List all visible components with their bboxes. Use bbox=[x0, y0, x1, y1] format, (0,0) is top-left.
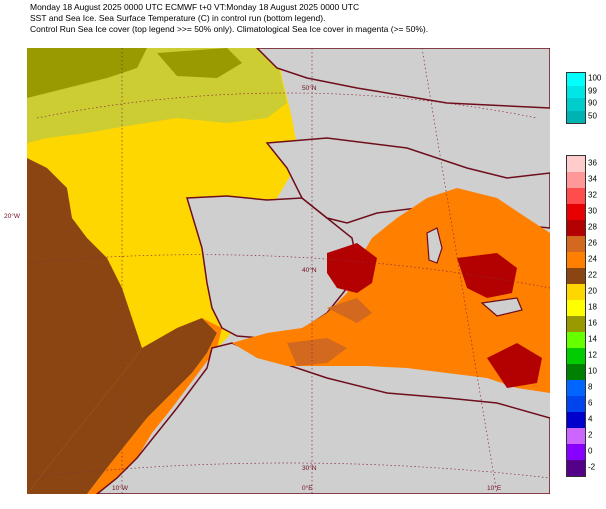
alboran-brown-patch bbox=[327, 298, 372, 323]
lat-label-50n: 50°N bbox=[302, 84, 317, 92]
sst-legend-tick: 2 bbox=[588, 430, 593, 440]
sst-legend-tick: 28 bbox=[588, 222, 597, 232]
mediterranean-brown-patch bbox=[287, 338, 347, 366]
sst-legend-color-14 bbox=[567, 380, 585, 396]
sst-legend-tick: 8 bbox=[588, 382, 593, 392]
sst-map-svg: 50°N 40°N 30°N 10°W 0°E 10°E bbox=[27, 48, 550, 494]
sst-legend-color-0 bbox=[567, 156, 585, 172]
sst-legend-tick: 26 bbox=[588, 238, 597, 248]
sst-legend-tick: 34 bbox=[588, 174, 597, 184]
map-subtitle-ice: Control Run Sea Ice cover (top legend >>… bbox=[30, 24, 429, 34]
lon-label-0e: 0°E bbox=[302, 484, 313, 492]
sst-legend-color-17 bbox=[567, 428, 585, 444]
sst-legend-color-9 bbox=[567, 300, 585, 316]
sst-legend-color-7 bbox=[567, 268, 585, 284]
sst-legend-color-4 bbox=[567, 220, 585, 236]
graticule bbox=[27, 48, 550, 494]
sst-legend-color-11 bbox=[567, 332, 585, 348]
ice-legend-tick: 90 bbox=[588, 98, 597, 108]
mediterranean-red-patch-2 bbox=[457, 253, 517, 298]
biscay-olive-patch bbox=[187, 128, 287, 188]
sst-legend-color-6 bbox=[567, 252, 585, 268]
sst-legend-tick: 36 bbox=[588, 158, 597, 168]
sst-legend-tick: 14 bbox=[588, 334, 597, 344]
ice-legend-color-3 bbox=[567, 110, 585, 123]
sst-legend-color-5 bbox=[567, 236, 585, 252]
lat-label-20w: 20°W bbox=[4, 213, 20, 220]
atlantic-brown-zone bbox=[27, 158, 142, 494]
mediterranean-red-patch-1 bbox=[327, 243, 377, 293]
sst-legend bbox=[566, 155, 586, 477]
sst-legend-color-19 bbox=[567, 460, 585, 476]
sst-legend-color-3 bbox=[567, 204, 585, 220]
england-land bbox=[255, 48, 550, 109]
parallel-50n bbox=[36, 92, 538, 119]
sst-legend-tick: 18 bbox=[588, 302, 597, 312]
sst-legend-tick: 16 bbox=[588, 318, 597, 328]
sst-legend-tick: -2 bbox=[588, 462, 596, 472]
africa-land bbox=[95, 342, 550, 494]
map-subtitle-sst: SST and Sea Ice. Sea Surface Temperature… bbox=[30, 13, 326, 23]
sst-legend-color-18 bbox=[567, 444, 585, 460]
parallel-40n bbox=[27, 254, 550, 289]
sst-legend-tick: 6 bbox=[588, 398, 593, 408]
mediterranean-red-patch-3 bbox=[487, 343, 542, 388]
sardinia-land bbox=[426, 227, 443, 264]
lat-label-40n: 40°N bbox=[302, 266, 317, 274]
ice-legend-tick: 100 bbox=[588, 73, 602, 83]
sst-legend-tick: 30 bbox=[588, 206, 597, 216]
sst-legend-color-13 bbox=[567, 364, 585, 380]
sicily-land bbox=[480, 297, 523, 317]
lon-label-10w: 10°W bbox=[112, 484, 129, 492]
ice-legend bbox=[566, 72, 586, 124]
sst-legend-tick: 10 bbox=[588, 366, 597, 376]
ice-legend-tick: 50 bbox=[588, 111, 597, 121]
canary-brown-zone bbox=[27, 318, 217, 494]
sst-legend-tick: 32 bbox=[588, 190, 597, 200]
sst-legend-color-15 bbox=[567, 396, 585, 412]
parallel-30n bbox=[27, 462, 550, 479]
atlantic-olive-patch-2 bbox=[157, 48, 242, 78]
sst-legend-color-16 bbox=[567, 412, 585, 428]
sst-map: 50°N 40°N 30°N 10°W 0°E 10°E bbox=[27, 48, 550, 494]
lat-label-30n: 30°N bbox=[302, 464, 317, 472]
meridian-10e bbox=[421, 48, 498, 494]
sst-legend-tick: 20 bbox=[588, 286, 597, 296]
sst-legend-tick: 24 bbox=[588, 254, 597, 264]
atlantic-olive-patch-1 bbox=[27, 48, 147, 98]
sst-legend-color-10 bbox=[567, 316, 585, 332]
ice-legend-color-0 bbox=[567, 73, 585, 86]
sst-legend-color-2 bbox=[567, 188, 585, 204]
sst-legend-tick: 4 bbox=[588, 414, 593, 424]
sst-legend-tick: 0 bbox=[588, 446, 593, 456]
ice-legend-color-1 bbox=[567, 85, 585, 98]
map-title: Monday 18 August 2025 0000 UTC ECMWF t+0… bbox=[30, 2, 360, 12]
lon-label-10e: 10°E bbox=[487, 484, 502, 492]
ice-legend-tick: 99 bbox=[588, 86, 597, 96]
sst-legend-color-1 bbox=[567, 172, 585, 188]
ice-legend-color-2 bbox=[567, 98, 585, 111]
sst-legend-tick: 12 bbox=[588, 350, 597, 360]
sst-legend-tick: 22 bbox=[588, 270, 597, 280]
sst-legend-color-12 bbox=[567, 348, 585, 364]
sst-legend-color-8 bbox=[567, 284, 585, 300]
